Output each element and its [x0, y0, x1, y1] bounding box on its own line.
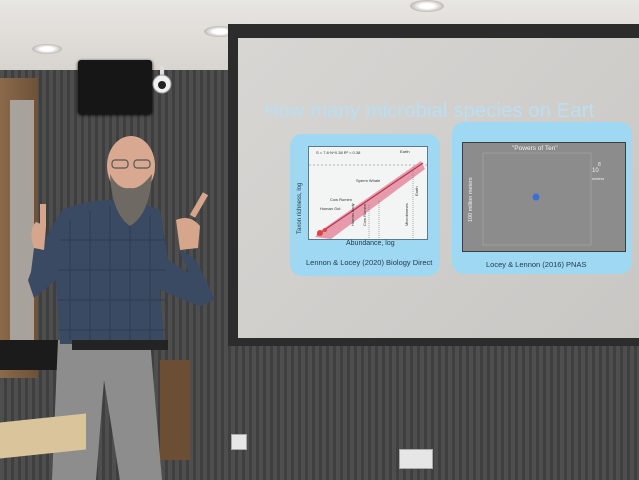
- annotation-sperm-whale: Sperm Whale: [356, 178, 381, 183]
- annotation-microbiomes: Microbiomes: [404, 203, 409, 226]
- exponent-value: 8: [598, 162, 601, 168]
- annotation-cow-rumen-2: Cow Rumen: [362, 203, 367, 226]
- power-outlet: [399, 449, 433, 469]
- left-panel-caption: Lennon & Locey (2020) Biology Direct: [306, 258, 433, 267]
- window-pane: [10, 100, 34, 360]
- exponent-base: 10: [592, 168, 599, 174]
- annotation-earth: Earth: [400, 149, 410, 154]
- scaling-plot-graphic: [309, 161, 427, 239]
- power-outlet: [231, 434, 247, 450]
- annotation-human-gut: Human Gut: [320, 206, 341, 211]
- left-plot-ylabel: Taxon richness, log: [297, 182, 303, 234]
- ceiling-light: [32, 44, 62, 54]
- annotation-human-body: Human body: [350, 203, 355, 226]
- right-panel-title: "Powers of Ten": [512, 145, 558, 152]
- slide-title: How many microbial species on Eart: [264, 100, 595, 122]
- right-plot-ylabel: 100 million meters: [468, 177, 474, 222]
- security-camera: [152, 66, 172, 94]
- equation-label: S = 7.6·N^0.38 R² = 0.38: [316, 150, 361, 155]
- wall-speaker: [78, 60, 152, 114]
- right-panel-caption: Locey & Lennon (2016) PNAS: [486, 260, 587, 269]
- ceiling-light: [204, 26, 236, 37]
- left-plot-xlabel: Abundance, log: [346, 240, 395, 247]
- ceiling-light: [410, 0, 444, 12]
- annotation-earth-2: Earth: [414, 186, 419, 196]
- annotation-cow-rumen: Cow Rumen: [330, 197, 353, 202]
- powers-of-ten-image: [462, 142, 626, 252]
- scaling-plot: [308, 146, 428, 240]
- powers-of-ten-graphic: [482, 152, 592, 246]
- wood-cabinet: [160, 360, 190, 460]
- exponent-unit: meters: [592, 176, 605, 181]
